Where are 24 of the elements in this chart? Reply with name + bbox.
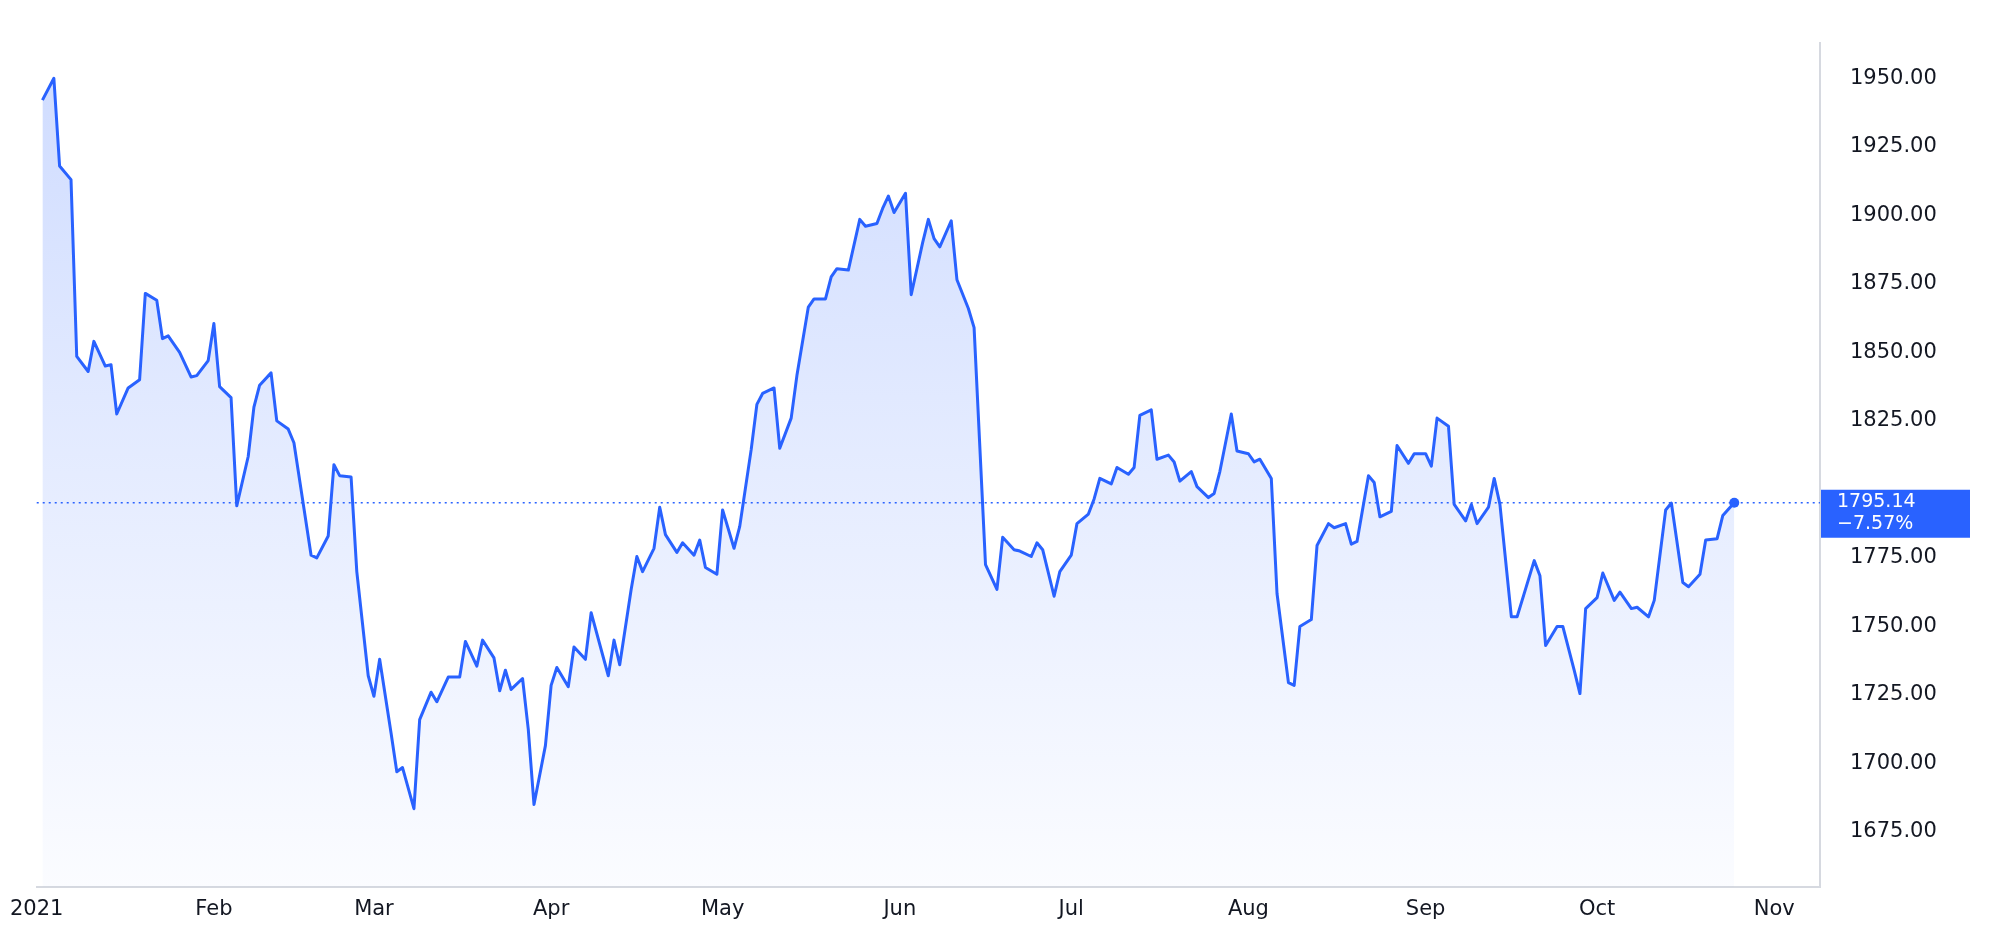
y-tick-label: 1850.00 bbox=[1850, 338, 1937, 363]
x-tick-label: Apr bbox=[532, 895, 570, 920]
y-tick-label: 1700.00 bbox=[1850, 749, 1937, 774]
text: −7.57% bbox=[1837, 510, 1914, 533]
ref-line-label: 1795.14 bbox=[1837, 488, 1916, 511]
y-tick-label: 1900.00 bbox=[1850, 201, 1937, 226]
x-tick-label: May bbox=[700, 895, 745, 920]
y-tick-label: 1775.00 bbox=[1850, 544, 1937, 569]
x-tick-label: Mar bbox=[354, 895, 395, 920]
x-tick-label: Oct bbox=[1578, 895, 1616, 920]
x-tick-label: Feb bbox=[195, 895, 233, 920]
y-tick-label: 1725.00 bbox=[1850, 681, 1937, 706]
x-tick-label: 2021 bbox=[10, 895, 64, 920]
x-tick-label: Sep bbox=[1405, 895, 1446, 920]
y-tick-label: 1950.00 bbox=[1850, 64, 1937, 89]
x-tick-label: Aug bbox=[1227, 895, 1269, 920]
x-tick-label: Nov bbox=[1753, 895, 1795, 920]
y-tick-label: 1875.00 bbox=[1850, 270, 1937, 295]
y-tick-label: 1675.00 bbox=[1850, 818, 1937, 843]
y-tick-label: 1925.00 bbox=[1850, 133, 1937, 158]
x-tick-label: Jul bbox=[1056, 895, 1084, 920]
y-tick-label: 1825.00 bbox=[1850, 407, 1937, 432]
x-tick-label: Jun bbox=[881, 895, 917, 920]
y-tick-label: 1750.00 bbox=[1850, 612, 1937, 637]
